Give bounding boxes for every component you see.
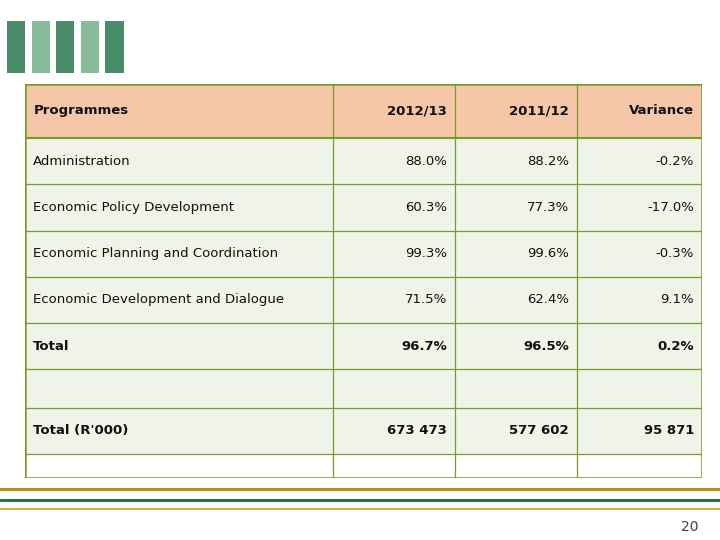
Bar	[25, 408, 702, 454]
Bar	[81, 21, 99, 73]
Text: 95 871: 95 871	[644, 424, 694, 437]
Bar	[7, 21, 25, 73]
Text: Programmes: Programmes	[33, 104, 128, 117]
Text: -0.2%: -0.2%	[655, 154, 694, 167]
Text: 2011/12: 2011/12	[509, 104, 569, 117]
Bar	[32, 21, 50, 73]
Text: Economic Policy Development: Economic Policy Development	[33, 201, 234, 214]
Text: 96.5%: 96.5%	[523, 340, 569, 353]
Text: 62.4%: 62.4%	[526, 293, 569, 306]
Text: -17.0%: -17.0%	[647, 201, 694, 214]
Text: 0.2%: 0.2%	[657, 340, 694, 353]
Bar	[25, 323, 702, 369]
Bar	[56, 21, 74, 73]
Text: 577 602: 577 602	[509, 424, 569, 437]
Bar	[25, 277, 702, 323]
Text: 71.5%: 71.5%	[405, 293, 447, 306]
Text: 2012/13: 2012/13	[387, 104, 447, 117]
Text: -0.3%: -0.3%	[655, 247, 694, 260]
Text: 99.3%: 99.3%	[405, 247, 447, 260]
Text: 96.7%: 96.7%	[401, 340, 447, 353]
Bar	[105, 21, 124, 73]
Text: Economic Planning and Coordination: Economic Planning and Coordination	[33, 247, 279, 260]
Text: 88.2%: 88.2%	[526, 154, 569, 167]
Text: 673 473: 673 473	[387, 424, 447, 437]
Text: Total (R'000): Total (R'000)	[33, 424, 129, 437]
Bar	[25, 369, 702, 408]
Text: Year on Year Performance per Programme: Year on Year Performance per Programme	[155, 37, 652, 57]
Text: 9.1%: 9.1%	[660, 293, 694, 306]
Bar	[25, 184, 702, 231]
Text: 60.3%: 60.3%	[405, 201, 447, 214]
Text: Variance: Variance	[629, 104, 694, 117]
Text: Economic Development and Dialogue: Economic Development and Dialogue	[33, 293, 284, 306]
Bar	[25, 138, 702, 184]
Bar	[25, 231, 702, 277]
Text: 99.6%: 99.6%	[527, 247, 569, 260]
Text: Administration: Administration	[33, 154, 131, 167]
Text: 88.0%: 88.0%	[405, 154, 447, 167]
Bar	[25, 84, 702, 138]
Text: 20: 20	[681, 520, 698, 534]
Text: 77.3%: 77.3%	[526, 201, 569, 214]
Text: Total: Total	[33, 340, 70, 353]
